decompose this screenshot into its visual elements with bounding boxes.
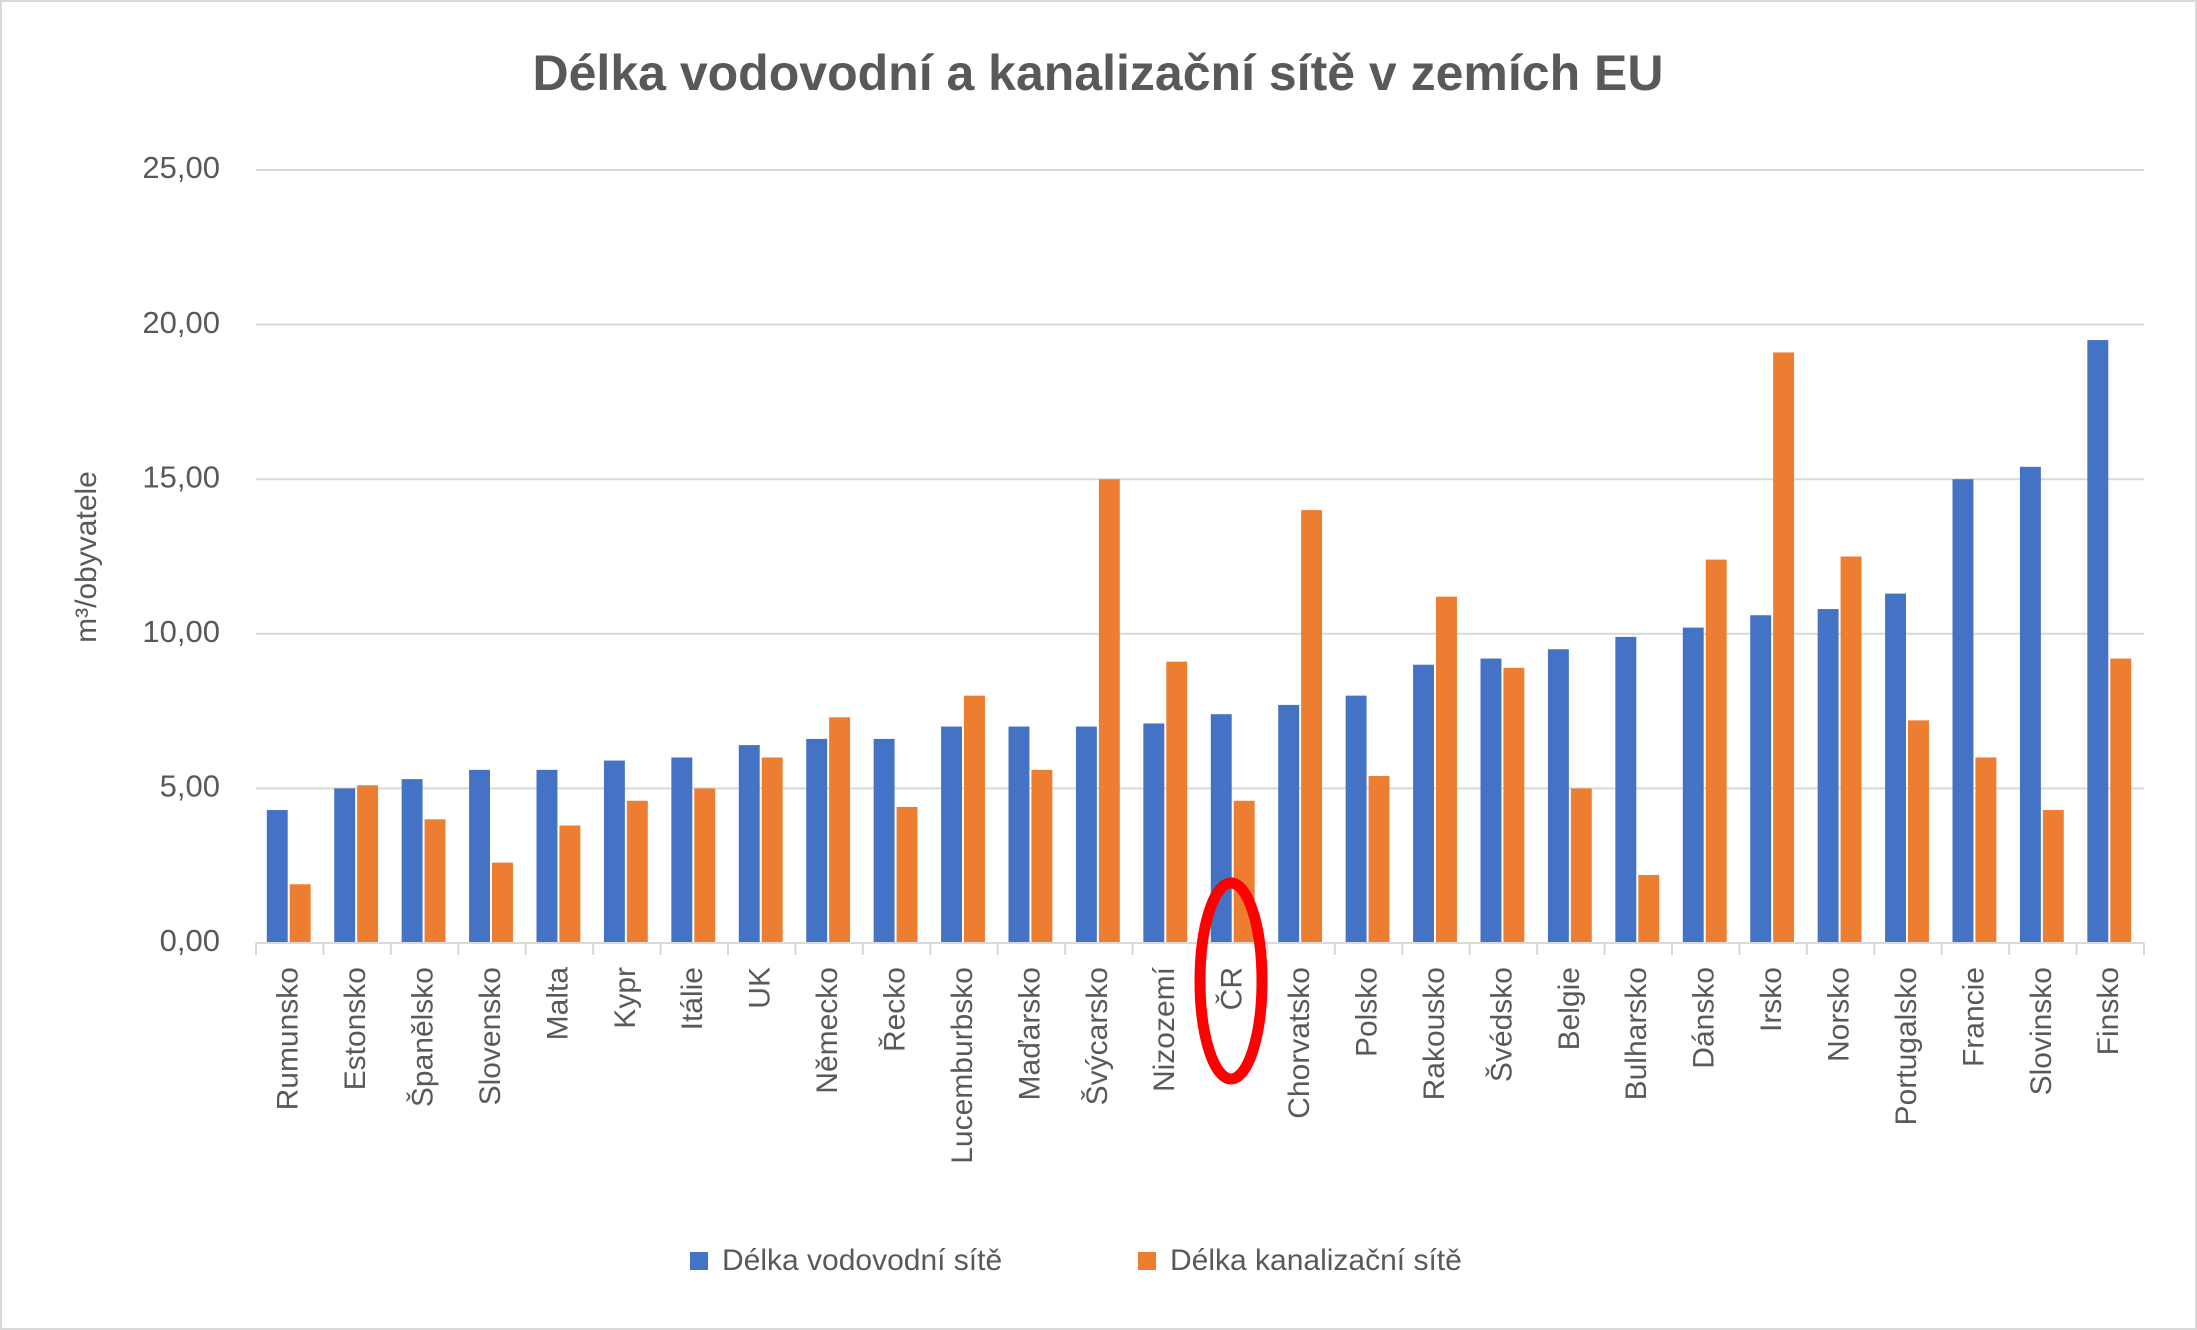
bar: [1840, 556, 1862, 943]
bar: [829, 717, 851, 943]
x-tick-label: Estonsko: [339, 967, 372, 1090]
x-tick-label: Portugalsko: [1890, 967, 1923, 1125]
bar: [1098, 479, 1120, 943]
bar: [873, 738, 895, 943]
bar: [761, 757, 783, 943]
highlight-annotation: [1194, 877, 1268, 1085]
bar: [626, 800, 648, 943]
bar: [1166, 661, 1188, 943]
bar: [1143, 723, 1165, 943]
y-tick-label: 20,00: [142, 305, 220, 340]
bar: [401, 779, 423, 943]
bar: [334, 788, 356, 943]
x-tick-label: Dánsko: [1688, 967, 1721, 1069]
bar: [1368, 776, 1390, 943]
x-tick-label: Španělsko: [405, 967, 439, 1107]
bar: [896, 806, 918, 943]
bar: [1503, 667, 1525, 943]
bar: [1638, 874, 1660, 943]
x-tick-label: Rumunsko: [272, 967, 305, 1110]
y-tick-label: 10,00: [142, 614, 220, 649]
x-tick-label: Lucemburbsko: [946, 967, 979, 1164]
x-tick-label: Norsko: [1822, 967, 1855, 1062]
bar: [1817, 609, 1839, 943]
x-tick-label: Malta: [541, 967, 574, 1041]
x-tick-label: Itálie: [676, 967, 709, 1030]
chart-title: Délka vodovodní a kanalizační sítě v zem…: [533, 45, 1664, 101]
bar: [1436, 596, 1457, 943]
x-tick-label: ČR: [1215, 967, 1249, 1010]
bar: [266, 810, 288, 943]
bar: [1413, 664, 1434, 943]
x-tick-label: Slovensko: [474, 967, 507, 1105]
bar: [2110, 658, 2132, 943]
x-tick-label: Kypr: [609, 967, 642, 1029]
y-tick-label: 5,00: [160, 769, 220, 804]
bar: [1547, 649, 1569, 943]
bar: [1278, 704, 1300, 943]
bar: [2087, 340, 2109, 943]
bar: [1952, 479, 1974, 943]
x-tick-label: Irsko: [1755, 967, 1788, 1032]
y-tick-label: 25,00: [142, 150, 220, 185]
x-tick-label: Polsko: [1350, 967, 1383, 1057]
legend-swatch: [690, 1252, 708, 1270]
bar: [1570, 788, 1592, 943]
x-tick-label: Švýcarsko: [1080, 967, 1114, 1105]
bar: [424, 819, 446, 943]
bar: [1705, 559, 1727, 943]
bar: [1885, 593, 1906, 943]
x-tick-label: UK: [744, 967, 777, 1009]
bar: [289, 884, 311, 943]
bar: [1975, 757, 1997, 943]
bar: [559, 825, 581, 943]
bar: [941, 726, 962, 943]
y-axis-title: m³/obyvatele: [70, 471, 103, 643]
x-tick-label: Slovinsko: [2025, 967, 2058, 1095]
x-tick-label: Německo: [811, 967, 844, 1094]
x-tick-label: Švédsko: [1484, 967, 1518, 1082]
bar: [1301, 510, 1323, 943]
bar: [2019, 466, 2041, 943]
bar: [1480, 658, 1502, 943]
bar: [469, 769, 490, 943]
legend-label: Délka vodovodní sítě: [722, 1244, 1002, 1277]
bar: [603, 760, 625, 943]
bar: [536, 769, 558, 943]
bar: [1750, 615, 1772, 943]
x-tick-label: Maďarsko: [1013, 967, 1046, 1100]
bar: [1031, 769, 1053, 943]
y-tick-label: 0,00: [160, 923, 220, 958]
bar: [671, 757, 693, 943]
bar: [738, 745, 760, 943]
legend-swatch: [1138, 1252, 1156, 1270]
bar: [1008, 726, 1030, 943]
x-tick-label: Finsko: [2092, 967, 2125, 1055]
legend-label: Délka kanalizační sítě: [1170, 1244, 1462, 1277]
x-tick-label: Francie: [1957, 967, 1990, 1067]
bar: [2042, 810, 2064, 943]
bar: [1615, 636, 1637, 943]
x-tick-label: Rakousko: [1418, 967, 1451, 1100]
x-tick-label: Bulharsko: [1620, 967, 1653, 1100]
bar: [694, 788, 716, 943]
bar: [1075, 726, 1097, 943]
bar: [1345, 695, 1367, 943]
bar: [1773, 352, 1795, 944]
bar: [964, 695, 985, 943]
y-tick-label: 15,00: [142, 459, 220, 494]
bar: [1908, 720, 1929, 943]
x-tick-label: Řecko: [878, 967, 911, 1052]
bar: [806, 738, 828, 943]
bar: [357, 785, 379, 943]
x-tick-label: Nizozemí: [1148, 966, 1181, 1092]
x-tick-label: Belgie: [1553, 967, 1586, 1050]
x-tick-label: Chorvatsko: [1283, 967, 1316, 1119]
bar: [1682, 627, 1704, 943]
bar: [492, 862, 513, 943]
